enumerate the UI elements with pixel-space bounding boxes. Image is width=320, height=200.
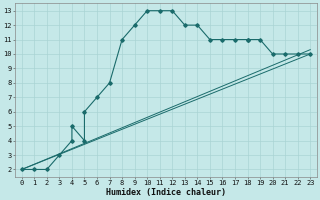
X-axis label: Humidex (Indice chaleur): Humidex (Indice chaleur): [106, 188, 226, 197]
